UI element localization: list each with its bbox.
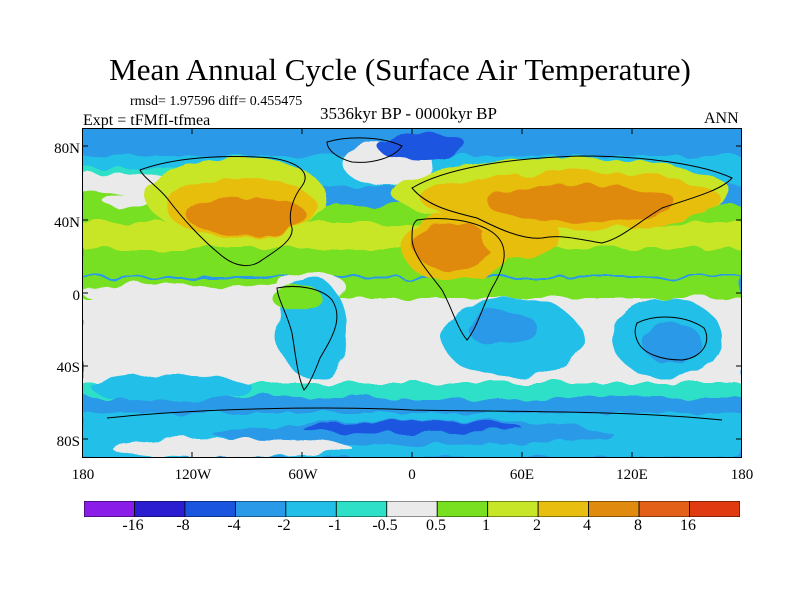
season-label: ANN [704,110,739,127]
colorbar-label: -16 [122,517,144,534]
lon-label-120e: 120E [616,467,648,483]
lon-label-60e: 60E [509,467,535,483]
map-title: Mean Annual Cycle (Surface Air Temperatu… [109,52,691,87]
lat-label-80s: 80S [56,434,80,450]
lon-label-60w: 60W [288,467,318,483]
colorbar-label: -8 [176,517,190,534]
lat-label-40n: 40N [54,215,80,231]
colorbar-swatch [84,501,135,517]
colorbar-swatch [184,501,236,517]
colorbar-swatch [537,501,590,517]
colorbar-label: -4 [227,517,241,534]
colorbar-label: 16 [680,517,696,534]
lon-label-0: 0 [408,467,416,483]
colorbar-swatch [386,501,438,517]
lat-label-80n: 80N [54,141,80,157]
experiment-label: Expt = tFMfI-tfmea [83,112,211,129]
colorbar [84,501,740,517]
colorbar-swatch [487,501,539,517]
lat-label-0: 0 [72,288,81,304]
axis-ticks [82,128,742,458]
coastlines [106,137,733,421]
colorbar-label: -1 [328,517,342,534]
colorbar-label: -0.5 [372,517,398,534]
lat-label-40s: 40S [56,360,80,376]
rmsd-diff-stats: rmsd= 1.97596 diff= 0.455475 [130,94,303,109]
colorbar-label: 0.5 [426,517,446,534]
colorbar-label: -2 [277,517,291,534]
lon-label-180w: 180 [71,467,95,483]
colorbar-swatch [588,501,640,517]
colorbar-swatch [335,501,388,517]
colorbar-label: 4 [583,517,591,534]
colorbar-swatch [436,501,489,517]
anomaly-field [82,132,742,458]
colorbar-swatch [689,501,740,517]
colorbar-label: 2 [533,517,541,534]
colorbar-label: 8 [634,517,642,534]
lon-label-180e: 180 [730,467,754,483]
lon-label-120w: 120W [174,467,212,483]
period-label: 3536kyr BP - 0000kyr BP [320,104,497,123]
colorbar-swatch [134,501,186,517]
colorbar-swatch [285,501,337,517]
temperature-anomaly-map [82,128,742,458]
colorbar-swatch [638,501,690,517]
colorbar-swatch [234,501,287,517]
colorbar-label: 1 [482,517,490,534]
